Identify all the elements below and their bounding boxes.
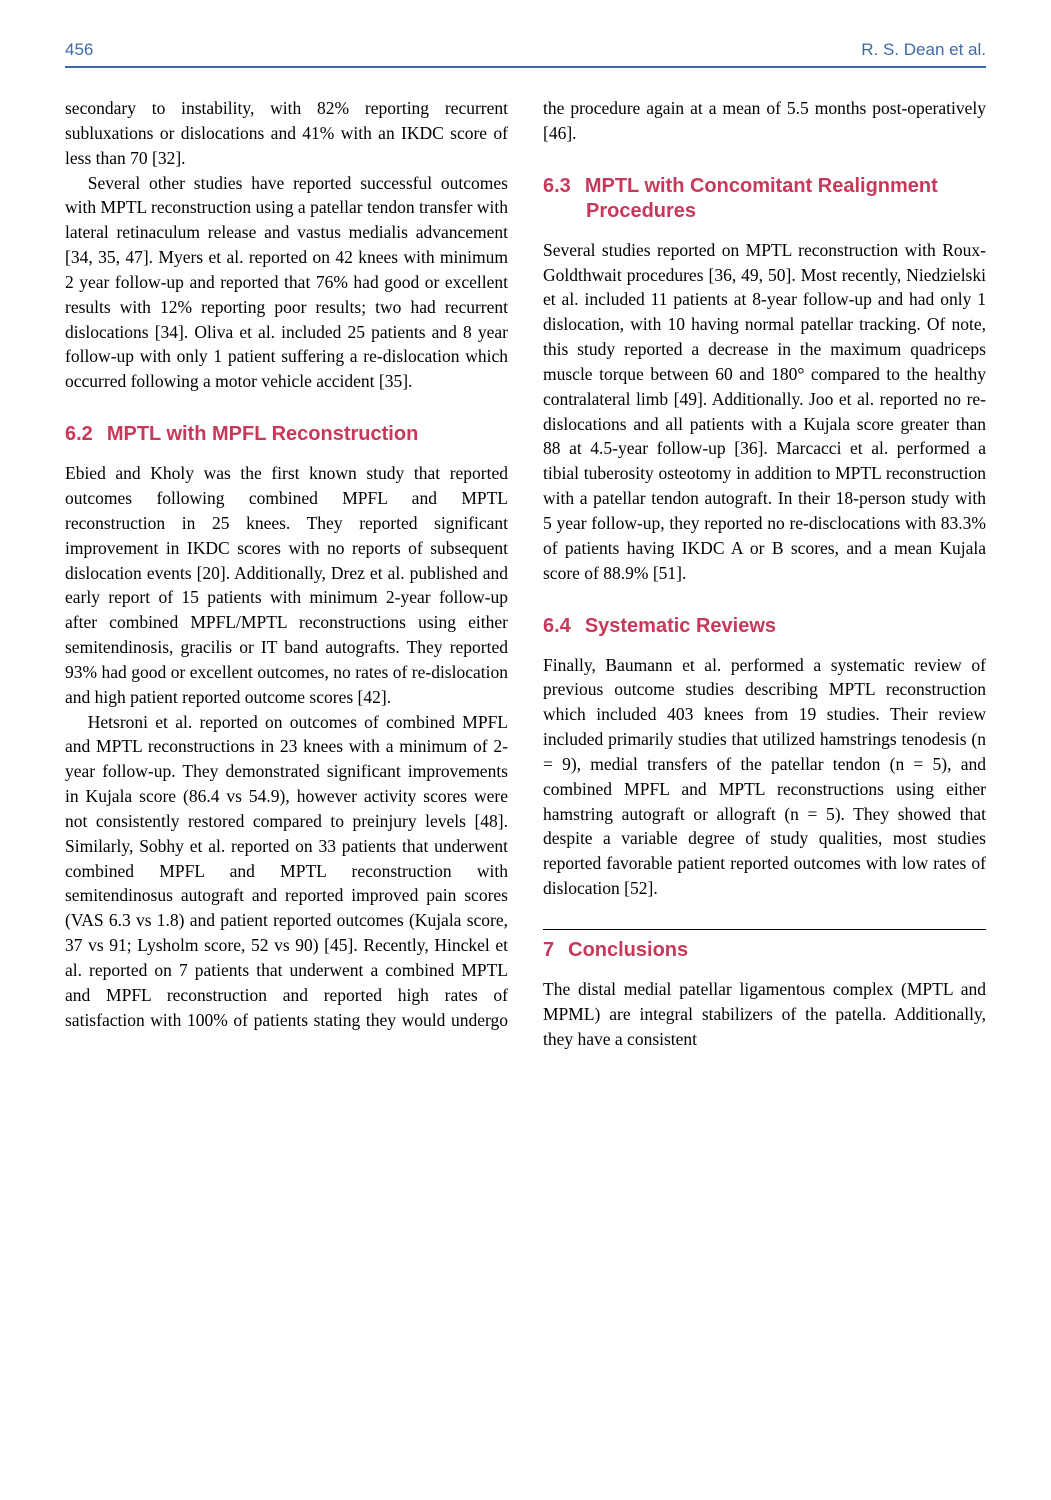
section-title: MPTL with Concomitant Realignment Proced… (585, 175, 938, 222)
section-divider (543, 929, 986, 930)
heading-7: 7 Conclusions (543, 938, 986, 963)
paragraph-6: Finally, Baumann et al. performed a syst… (543, 653, 986, 901)
heading-6-3: 6.3 MPTL with Concomitant Realignment Pro… (543, 174, 986, 224)
section-number: 6.3 (543, 175, 571, 197)
paragraph-1: secondary to instability, with 82% repor… (65, 96, 508, 171)
heading-6-2: 6.2 MPTL with MPFL Reconstruction (65, 422, 508, 447)
heading-6-4: 6.4 Systematic Reviews (543, 614, 986, 639)
paragraph-7: The distal medial patellar ligamentous c… (543, 977, 986, 1052)
section-number: 7 (543, 939, 554, 961)
section-number: 6.4 (543, 615, 571, 637)
section-title: Systematic Reviews (585, 615, 776, 637)
page-header: 456 R. S. Dean et al. (65, 40, 986, 68)
page-number: 456 (65, 40, 93, 60)
paragraph-5: Several studies reported on MPTL reconst… (543, 238, 986, 586)
section-title: MPTL with MPFL Reconstruction (107, 423, 418, 445)
section-number: 6.2 (65, 423, 93, 445)
page-content: secondary to instability, with 82% repor… (65, 96, 986, 1051)
paragraph-3: Ebied and Kholy was the first known stud… (65, 461, 508, 709)
paragraph-2: Several other studies have reported succ… (65, 171, 508, 395)
section-title: Conclusions (568, 939, 688, 961)
author-name: R. S. Dean et al. (861, 40, 986, 60)
